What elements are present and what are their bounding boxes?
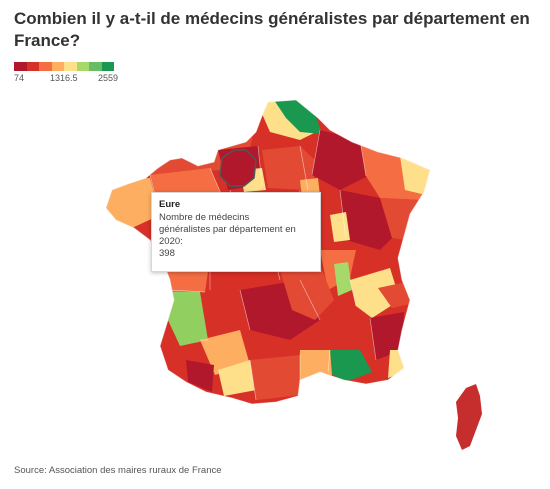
color-legend: 74 1316.5 2559 bbox=[14, 62, 118, 85]
tooltip-line-2: généralistes par département en bbox=[159, 224, 296, 235]
legend-swatch-5 bbox=[76, 62, 89, 71]
tooltip-value: 398 bbox=[159, 248, 175, 259]
legend-max-label: 2559 bbox=[98, 73, 119, 83]
legend-swatch-1 bbox=[26, 62, 39, 71]
tooltip-line-1: Nombre de médecins bbox=[159, 212, 250, 223]
source-note: Source: Association des maires ruraux de… bbox=[14, 465, 222, 476]
france-outline bbox=[105, 99, 431, 405]
legend-gradient bbox=[14, 62, 114, 71]
corsica[interactable] bbox=[456, 384, 482, 450]
map-tooltip: Eure Nombre de médecins généralistes par… bbox=[151, 192, 321, 272]
legend-min-label: 74 bbox=[14, 73, 25, 83]
legend-swatch-2 bbox=[39, 62, 52, 71]
tooltip-department-name: Eure bbox=[159, 199, 181, 210]
tooltip-line-3: 2020: bbox=[159, 236, 183, 247]
eure-department-highlighted[interactable] bbox=[219, 149, 257, 187]
legend-swatch-0 bbox=[14, 62, 27, 71]
legend-swatch-3 bbox=[51, 62, 64, 71]
legend-mid-label: 1316.5 bbox=[50, 73, 78, 83]
legend-swatch-4 bbox=[64, 62, 77, 71]
legend-swatch-7 bbox=[101, 62, 114, 71]
chart-title: Combien il y a-t-il de médecins générali… bbox=[14, 9, 530, 50]
legend-labels: 74 1316.5 2559 bbox=[14, 73, 118, 85]
legend-swatch-6 bbox=[89, 62, 102, 71]
